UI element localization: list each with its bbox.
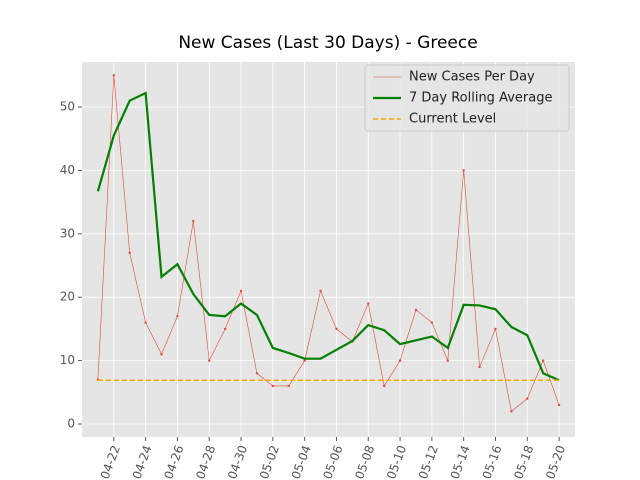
series-line [97,75,560,412]
x-tick-label: 05-08 [352,443,377,480]
point [494,327,497,331]
point [223,327,227,331]
x-tick-label: 05-18 [511,443,536,480]
x-tick-label: 04-28 [193,443,218,480]
point [462,169,465,172]
point [557,403,561,407]
point [176,315,179,318]
x-tick-label: 04-30 [225,443,250,480]
legend-label: Current Level [409,112,496,127]
point [541,359,545,362]
point [144,321,147,324]
x-tick-label: 05-06 [320,443,345,480]
point [446,359,449,362]
x-tick-label: 05-04 [289,443,314,480]
x-tick-label: 04-22 [98,443,123,480]
x-tick-label: 05-10 [384,443,409,480]
point [382,384,386,388]
y-tick-label: 0 [67,417,75,431]
point [239,289,243,293]
point [208,359,211,362]
legend-box [364,64,570,132]
point [287,384,290,388]
point [414,308,418,312]
x-tick-label: 05-20 [543,443,568,480]
point [271,384,275,388]
x-tick-label: 04-26 [161,443,186,480]
y-tick-label: 30 [60,226,75,240]
x-tick-label: 04-24 [130,443,155,480]
legend-label: 7 Day Rolling Average [409,91,552,106]
point [192,219,195,223]
point [319,289,322,293]
y-tick-label: 40 [60,163,75,177]
point [112,74,116,77]
x-tick-label: 05-16 [480,443,505,480]
legend-label: New Cases Per Day [409,70,535,85]
point [478,365,481,369]
y-tick-label: 20 [60,290,75,304]
x-tick-label: 05-12 [416,443,441,480]
point [128,251,131,255]
x-tick-label: 05-14 [448,443,473,480]
point [430,321,434,324]
point [335,327,338,331]
point [367,302,370,305]
point [526,397,529,400]
y-tick-label: 10 [60,353,75,367]
point [255,372,259,375]
x-tick-label: 05-02 [257,443,282,480]
chart-title: New Cases (Last 30 Days) - Greece [178,33,477,53]
y-tick-label: 50 [60,100,75,114]
point [303,359,306,362]
point [160,353,163,356]
point [510,410,513,413]
point [398,359,402,362]
series-line [96,91,560,382]
